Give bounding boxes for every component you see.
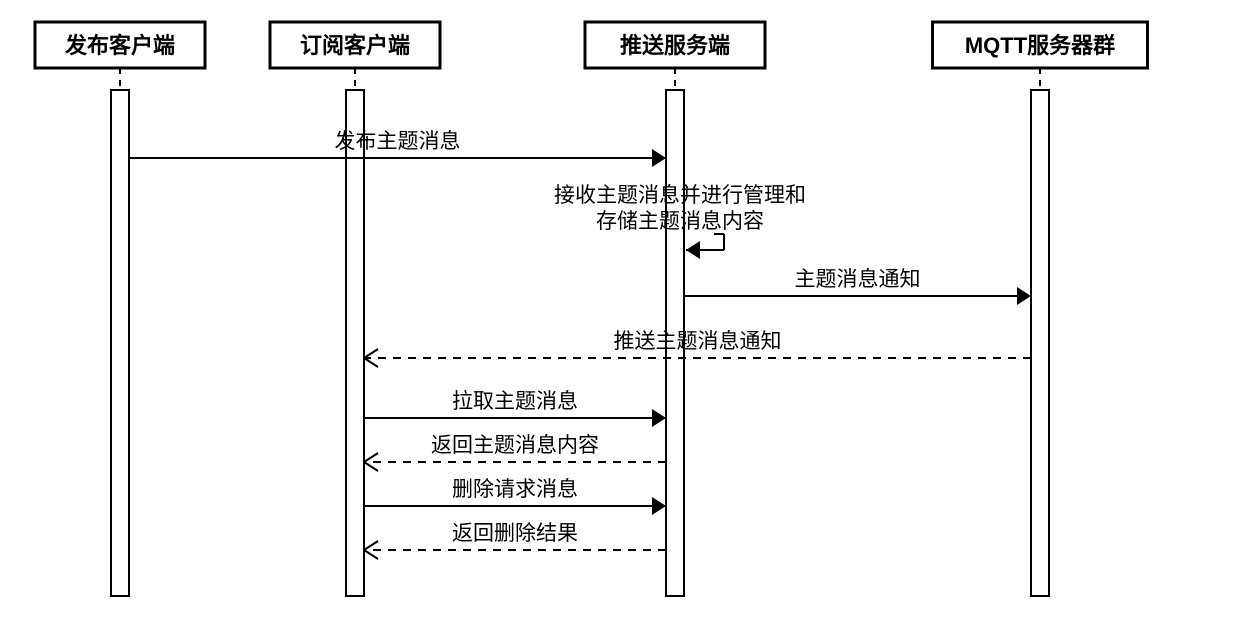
arrowhead-line [364,550,378,559]
arrowhead-line [364,358,378,367]
activation-bar-mqtt [1031,90,1049,596]
message-label-2: 推送主题消息通知 [614,330,782,353]
self-msg-note-line-0: 接收主题消息并进行管理和 [554,184,806,207]
arrowhead-line [364,453,378,462]
arrowhead [652,149,666,167]
participant-label-sub: 订阅客户端 [300,33,410,58]
arrowhead [652,497,666,515]
message-label-0: 发布主题消息 [335,130,461,153]
arrowhead [1017,287,1031,305]
arrowhead-line [364,462,378,471]
message-label-6: 返回删除结果 [452,522,578,545]
participant-label-pub: 发布客户端 [64,33,175,58]
activation-bar-pub [111,90,129,596]
message-label-5: 删除请求消息 [452,478,578,501]
message-label-3: 拉取主题消息 [452,390,578,413]
activation-bar-sub [346,90,364,596]
participant-label-mqtt: MQTT服务器群 [965,33,1115,58]
arrowhead [652,409,666,427]
participant-label-push: 推送服务端 [620,33,730,58]
message-label-1: 主题消息通知 [795,268,921,291]
self-msg-note-line-1: 存储主题消息内容 [596,210,764,233]
arrowhead-line [364,349,378,358]
arrowhead [686,241,700,259]
message-label-4: 返回主题消息内容 [431,434,599,457]
arrowhead-line [364,541,378,550]
